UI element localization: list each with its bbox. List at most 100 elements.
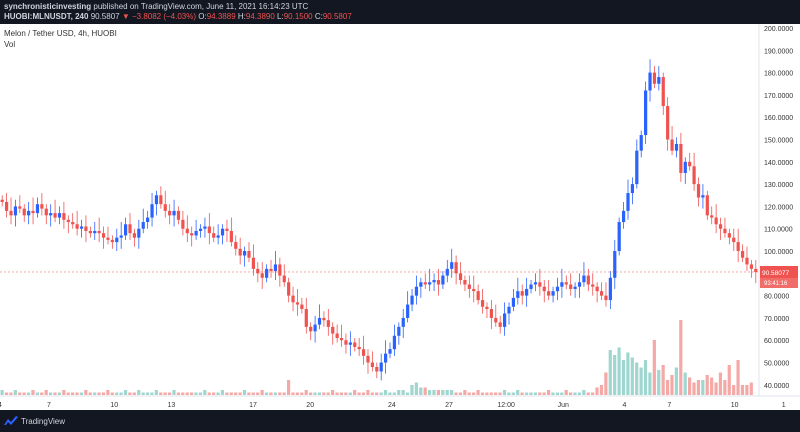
candle-body xyxy=(727,233,731,238)
volume-bar xyxy=(520,392,524,395)
volume-bar xyxy=(295,392,299,395)
chart-area[interactable]: 200.0000 190.0000 180.0000 170.0000 160.0000… xyxy=(0,24,800,410)
volume-bar xyxy=(388,392,392,395)
candle-body xyxy=(749,264,753,269)
candle-body xyxy=(247,251,251,258)
volume-bar xyxy=(22,392,26,395)
candle-body xyxy=(300,304,304,310)
volume-bar xyxy=(560,392,564,395)
volume-bar xyxy=(339,392,344,395)
candle-body xyxy=(31,210,35,214)
volume-bar xyxy=(432,390,436,395)
countdown-box xyxy=(760,277,798,288)
candle-body xyxy=(599,291,604,296)
candle-body xyxy=(357,346,361,350)
candle-body xyxy=(710,215,714,218)
candle-body xyxy=(93,230,97,234)
volume-bar xyxy=(322,392,326,395)
volume-bar xyxy=(106,390,110,395)
publish-line: synchronisticinvesting published on Trad… xyxy=(4,2,308,11)
candle-body xyxy=(529,284,533,289)
volume-bar xyxy=(436,390,440,395)
candle-body xyxy=(467,284,471,289)
volume-bar xyxy=(745,385,749,395)
candle-body xyxy=(110,239,114,243)
high-label: H: xyxy=(237,12,246,21)
volume-bar xyxy=(670,375,674,395)
candle-body xyxy=(309,326,313,332)
volume-bar xyxy=(599,385,604,395)
candle-body xyxy=(754,268,758,272)
candle-body xyxy=(454,262,458,274)
volume-bar xyxy=(392,392,396,395)
candle-body xyxy=(723,228,727,234)
volume-bar xyxy=(234,392,238,395)
volume-bar xyxy=(414,382,418,395)
candle-body xyxy=(40,204,44,209)
volume-bar xyxy=(643,360,648,395)
volume-bar xyxy=(489,392,493,395)
candle-body xyxy=(525,288,529,296)
candle-body xyxy=(75,224,79,229)
candle-body xyxy=(57,213,62,218)
candle-body xyxy=(216,235,220,238)
volume-bar xyxy=(119,392,123,395)
volume-bar xyxy=(419,387,423,395)
tradingview-logo[interactable]: TradingView xyxy=(4,416,65,426)
volume-bar xyxy=(150,392,154,395)
candle-body xyxy=(419,282,423,287)
candle-body xyxy=(291,295,295,303)
candle-body xyxy=(273,264,278,272)
volume-bar xyxy=(507,392,511,395)
volume-bar xyxy=(445,390,449,395)
price-chart[interactable]: 200.0000190.0000180.0000170.0000160.0000… xyxy=(0,24,800,410)
candle-body xyxy=(507,306,511,314)
y-tick-label: 70.0000 xyxy=(764,316,789,323)
x-tick-label: 1 xyxy=(782,402,786,409)
volume-bar xyxy=(613,355,617,395)
candle-body xyxy=(154,195,159,205)
candle-body xyxy=(688,161,692,167)
volume-bar xyxy=(405,392,410,395)
candle-body xyxy=(234,242,238,249)
candle-body xyxy=(265,268,269,278)
candle-body xyxy=(353,342,357,347)
volume-bar xyxy=(524,392,529,395)
candle-body xyxy=(458,273,463,281)
y-tick-label: 170.0000 xyxy=(764,93,793,100)
x-tick-label: 24 xyxy=(388,402,396,409)
candle-body xyxy=(331,326,335,334)
candle-body xyxy=(366,355,370,363)
x-tick-label: 4 xyxy=(0,402,2,409)
candle-body xyxy=(582,275,586,283)
volume-bar xyxy=(176,392,180,395)
volume-bar xyxy=(498,392,502,395)
volume-bar xyxy=(692,382,696,395)
x-tick-label: 7 xyxy=(667,402,671,409)
volume-bar xyxy=(657,370,661,395)
close-label: C: xyxy=(314,12,323,21)
candle-body xyxy=(128,224,132,234)
candle-body xyxy=(502,313,507,327)
candle-body xyxy=(586,275,590,285)
author-name[interactable]: synchronisticinvesting xyxy=(4,2,92,11)
volume-bar xyxy=(53,392,57,395)
candle-body xyxy=(22,208,26,216)
volume-bar xyxy=(626,352,630,395)
candle-body xyxy=(339,338,344,341)
candle-body xyxy=(185,228,189,234)
candle-body xyxy=(101,233,106,238)
volume-bar xyxy=(220,390,225,395)
volume-bar xyxy=(282,392,286,395)
volume-bar xyxy=(57,392,61,395)
volume-bar xyxy=(313,392,317,395)
y-tick-label: 40.0000 xyxy=(764,383,789,390)
candle-body xyxy=(242,251,247,256)
volume-bar xyxy=(630,357,634,395)
volume-bar xyxy=(450,390,454,395)
candle-body xyxy=(635,150,639,185)
candle-body xyxy=(630,184,635,194)
candle-body xyxy=(489,309,493,318)
candle-body xyxy=(35,204,40,214)
candle-body xyxy=(375,367,379,372)
